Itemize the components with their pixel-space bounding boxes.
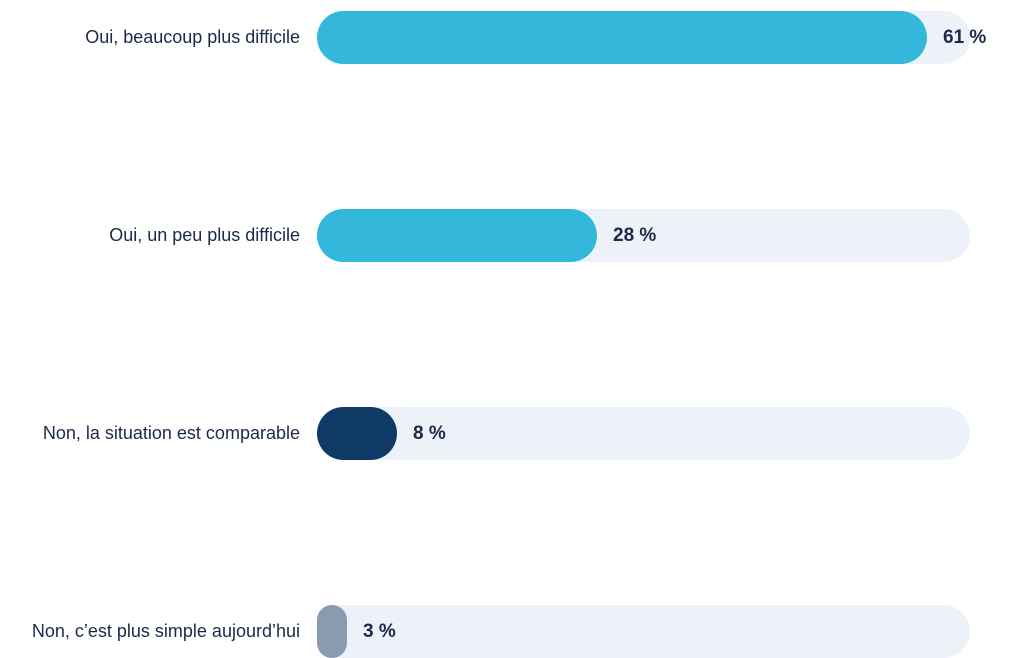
bar xyxy=(317,406,397,460)
category-label: Oui, un peu plus difficile xyxy=(109,225,300,245)
category-label: Oui, beaucoup plus difficile xyxy=(85,27,300,47)
bar xyxy=(317,604,347,658)
category-label: Non, c’est plus simple aujourd’hui xyxy=(31,621,300,641)
bar-track xyxy=(317,604,970,658)
category-label: Non, la situation est comparable xyxy=(42,423,300,443)
value-label: 61 % xyxy=(943,26,987,48)
value-label: 28 % xyxy=(613,224,657,246)
value-label: 8 % xyxy=(413,422,446,444)
bar-track xyxy=(317,406,970,460)
bar xyxy=(317,208,597,262)
bar xyxy=(317,10,927,64)
value-label: 3 % xyxy=(363,620,396,642)
